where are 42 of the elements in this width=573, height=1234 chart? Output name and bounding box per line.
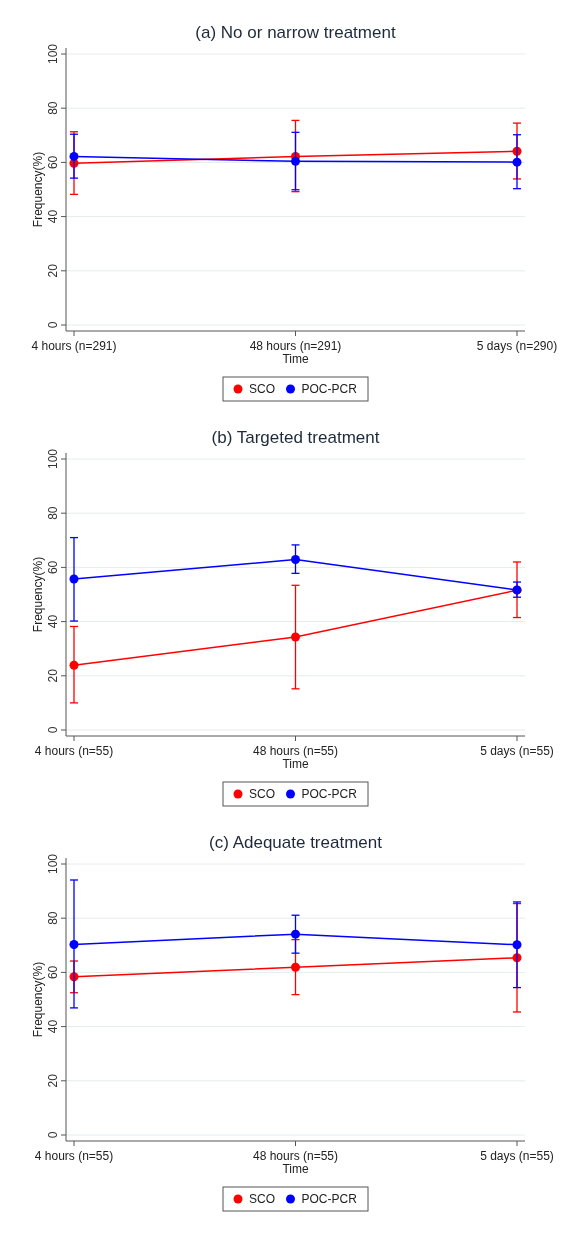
y-tick-label: 0 [46, 321, 60, 329]
y-tick-label: 20 [46, 263, 60, 278]
x-tick-label: 4 hours (n=55) [34, 1149, 114, 1163]
y-tick-label: 40 [46, 1019, 60, 1034]
x-tick-label: 4 hours (n=55) [34, 744, 114, 758]
x-axis-title: Time [282, 1162, 309, 1176]
y-tick-label: 60 [46, 155, 60, 170]
x-tick-label: 48 hours (n=55) [252, 744, 339, 758]
y-tick-label: 100 [46, 853, 60, 875]
y-tick-label: 100 [46, 448, 60, 470]
legend-label: POC-PCR [301, 787, 358, 801]
y-axis-title: Frequency(%) [31, 556, 45, 633]
x-tick-label: 4 hours (n=291) [31, 339, 117, 353]
y-tick-label: 100 [46, 43, 60, 65]
y-tick-label: 80 [46, 911, 60, 925]
x-axis-title: Time [282, 352, 309, 366]
y-tick-label: 40 [46, 209, 60, 224]
y-tick-label: 40 [46, 614, 60, 629]
legend-label: SCO [249, 1192, 276, 1206]
legend-label: SCO [249, 787, 276, 801]
y-axis-title: Frequency(%) [31, 961, 45, 1038]
x-tick-label: 5 days (n=55) [480, 1149, 554, 1163]
y-axis-title: Frequency(%) [31, 151, 45, 228]
x-tick-label: 5 days (n=290) [476, 339, 558, 353]
y-tick-label: 60 [46, 965, 60, 980]
x-tick-label: 5 days (n=55) [480, 744, 554, 758]
y-tick-label: 0 [46, 1131, 60, 1139]
y-tick-label: 80 [46, 101, 60, 115]
y-tick-label: 60 [46, 560, 60, 575]
y-tick-label: 20 [46, 1073, 60, 1088]
legend-label: POC-PCR [301, 382, 358, 396]
chart-title: (a) No or narrow treatment [195, 23, 396, 42]
x-tick-label: 48 hours (n=55) [252, 1149, 339, 1163]
chart-title: (b) Targeted treatment [211, 428, 380, 447]
y-tick-label: 80 [46, 506, 60, 520]
chart-title: (c) Adequate treatment [209, 833, 383, 852]
y-tick-label: 0 [46, 726, 60, 734]
x-tick-label: 48 hours (n=291) [249, 339, 342, 353]
legend-label: SCO [249, 382, 276, 396]
y-tick-label: 20 [46, 668, 60, 683]
legend-label: POC-PCR [301, 1192, 358, 1206]
x-axis-title: Time [282, 757, 309, 771]
